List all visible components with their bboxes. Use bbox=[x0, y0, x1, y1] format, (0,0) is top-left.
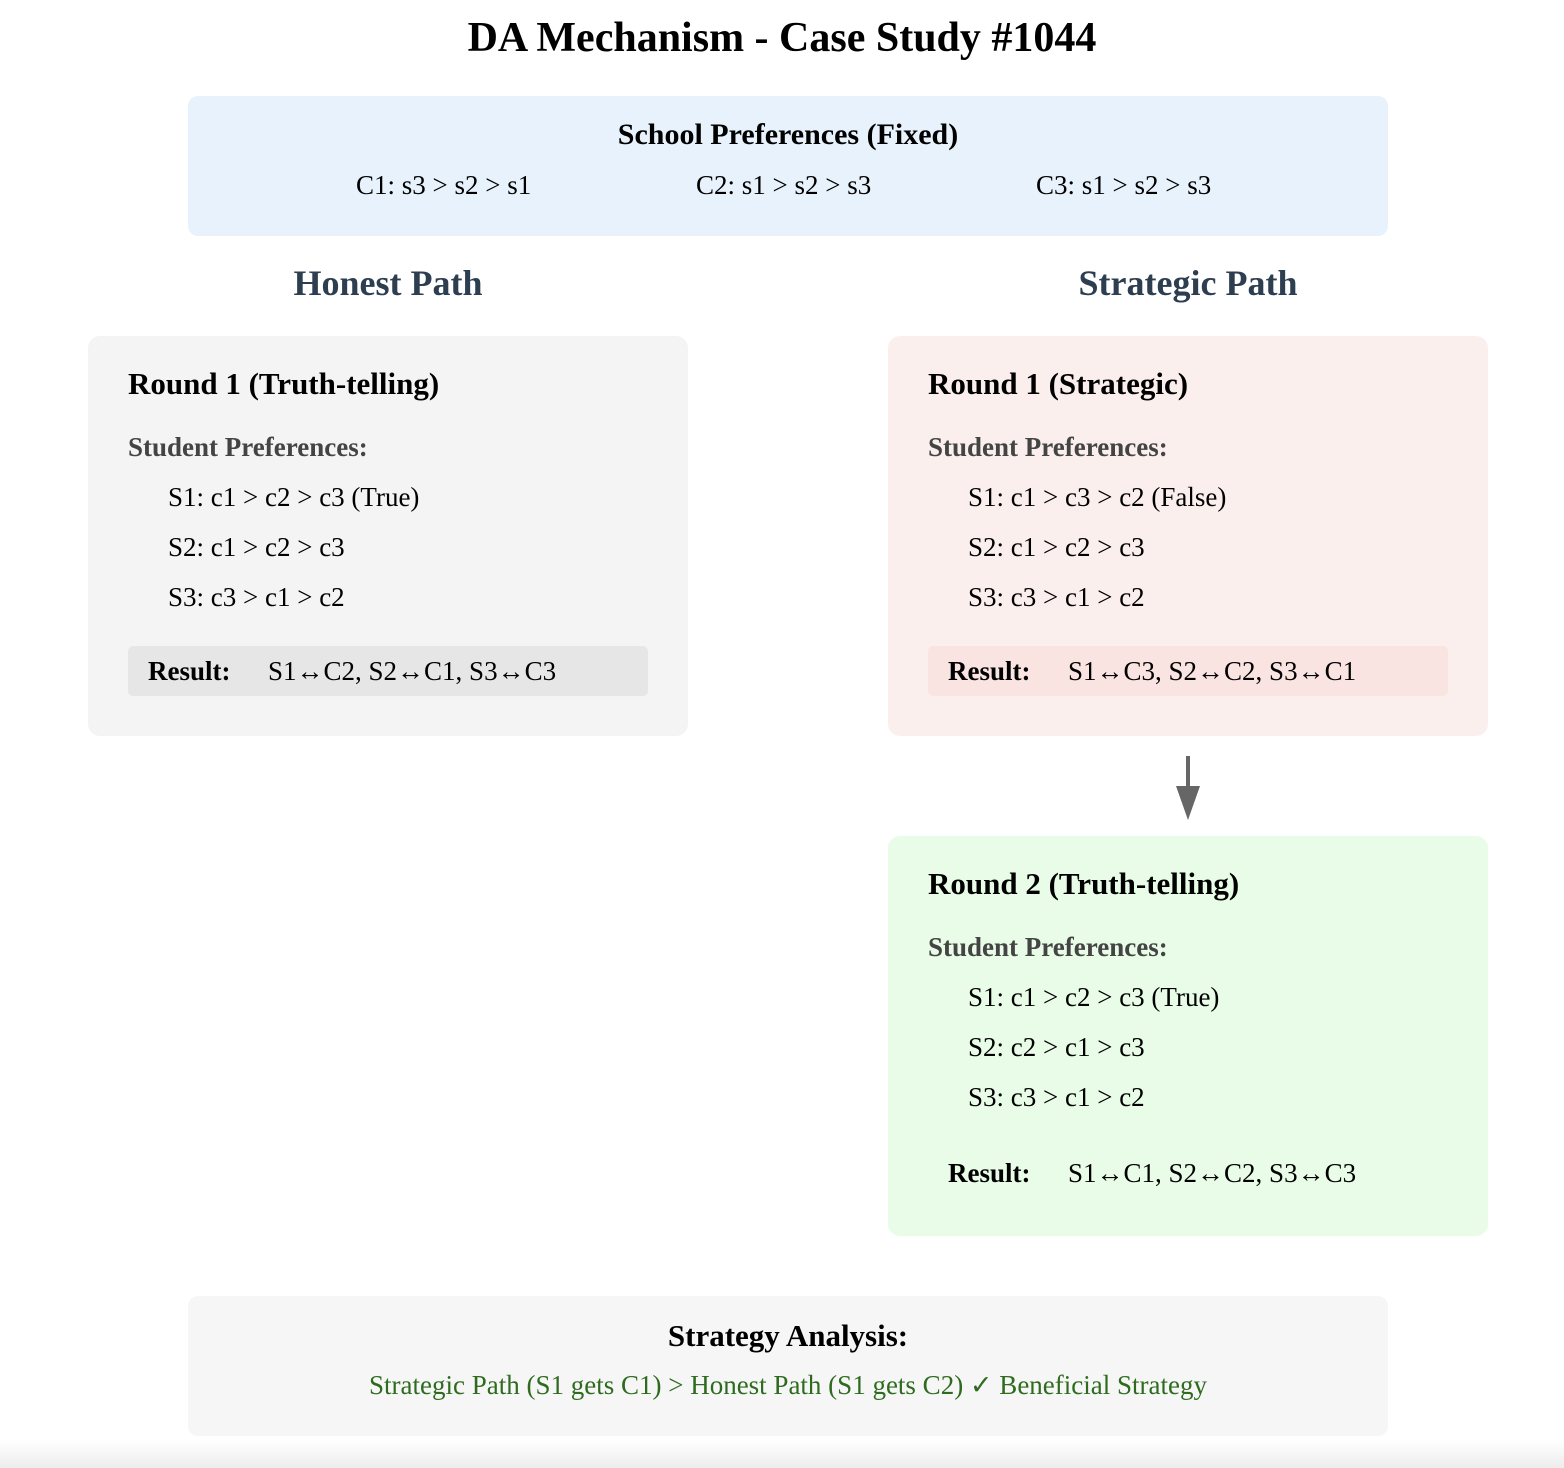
result-label: Result: bbox=[148, 656, 231, 686]
result-label: Result: bbox=[948, 1158, 1031, 1188]
honest-path-heading: Honest Path bbox=[293, 263, 483, 303]
round-title: Round 1 (Strategic) bbox=[928, 366, 1189, 401]
strategic-round2-card: Round 2 (Truth-telling) Student Preferen… bbox=[888, 836, 1488, 1236]
bottom-fade bbox=[0, 1440, 1564, 1468]
round-title: Round 2 (Truth-telling) bbox=[928, 866, 1240, 901]
school-pref-c2: C2: s1 > s2 > s3 bbox=[696, 170, 872, 200]
result-bar: Result: S1↔C3, S2↔C2, S3↔C1 bbox=[928, 646, 1448, 696]
strategic-path-heading: Strategic Path bbox=[1078, 263, 1298, 303]
page-title: DA Mechanism - Case Study #1044 bbox=[467, 15, 1097, 61]
school-pref-c1: C1: s3 > s2 > s1 bbox=[356, 170, 532, 200]
school-pref-c3: C3: s1 > s2 > s3 bbox=[1036, 170, 1212, 200]
round-title: Round 1 (Truth-telling) bbox=[128, 366, 440, 401]
result-value: S1↔C3, S2↔C2, S3↔C1 bbox=[1068, 656, 1357, 686]
pref-s3: S3: c3 > c1 > c2 bbox=[168, 582, 345, 612]
student-preferences-label: Student Preferences: bbox=[928, 932, 1168, 962]
school-preferences-panel: School Preferences (Fixed) C1: s3 > s2 >… bbox=[188, 96, 1388, 236]
arrow-down-icon bbox=[1176, 756, 1200, 820]
pref-s1: S1: c1 > c3 > c2 (False) bbox=[968, 482, 1227, 512]
analysis-title: Strategy Analysis: bbox=[667, 1318, 909, 1353]
pref-s3: S3: c3 > c1 > c2 bbox=[968, 1082, 1145, 1112]
pref-s1: S1: c1 > c2 > c3 (True) bbox=[168, 482, 420, 512]
pref-s2: S2: c1 > c2 > c3 bbox=[968, 532, 1145, 562]
school-preferences-title: School Preferences (Fixed) bbox=[617, 118, 959, 151]
pref-s3: S3: c3 > c1 > c2 bbox=[968, 582, 1145, 612]
strategic-round1-card: Round 1 (Strategic) Student Preferences:… bbox=[888, 336, 1488, 736]
analysis-text: Strategic Path (S1 gets C1) > Honest Pat… bbox=[369, 1370, 1207, 1400]
student-preferences-label: Student Preferences: bbox=[928, 432, 1168, 462]
pref-s2: S2: c2 > c1 > c3 bbox=[968, 1032, 1145, 1062]
pref-s1: S1: c1 > c2 > c3 (True) bbox=[968, 982, 1220, 1012]
result-label: Result: bbox=[948, 656, 1031, 686]
result-value: S1↔C2, S2↔C1, S3↔C3 bbox=[268, 656, 557, 686]
result-value: S1↔C1, S2↔C2, S3↔C3 bbox=[1068, 1158, 1357, 1188]
honest-round1-card: Round 1 (Truth-telling) Student Preferen… bbox=[88, 336, 688, 736]
pref-s2: S2: c1 > c2 > c3 bbox=[168, 532, 345, 562]
result-bar: Result: S1↔C1, S2↔C2, S3↔C3 bbox=[928, 1148, 1448, 1198]
student-preferences-label: Student Preferences: bbox=[128, 432, 368, 462]
result-bar: Result: S1↔C2, S2↔C1, S3↔C3 bbox=[128, 646, 648, 696]
strategy-analysis-panel: Strategy Analysis: Strategic Path (S1 ge… bbox=[188, 1296, 1388, 1436]
